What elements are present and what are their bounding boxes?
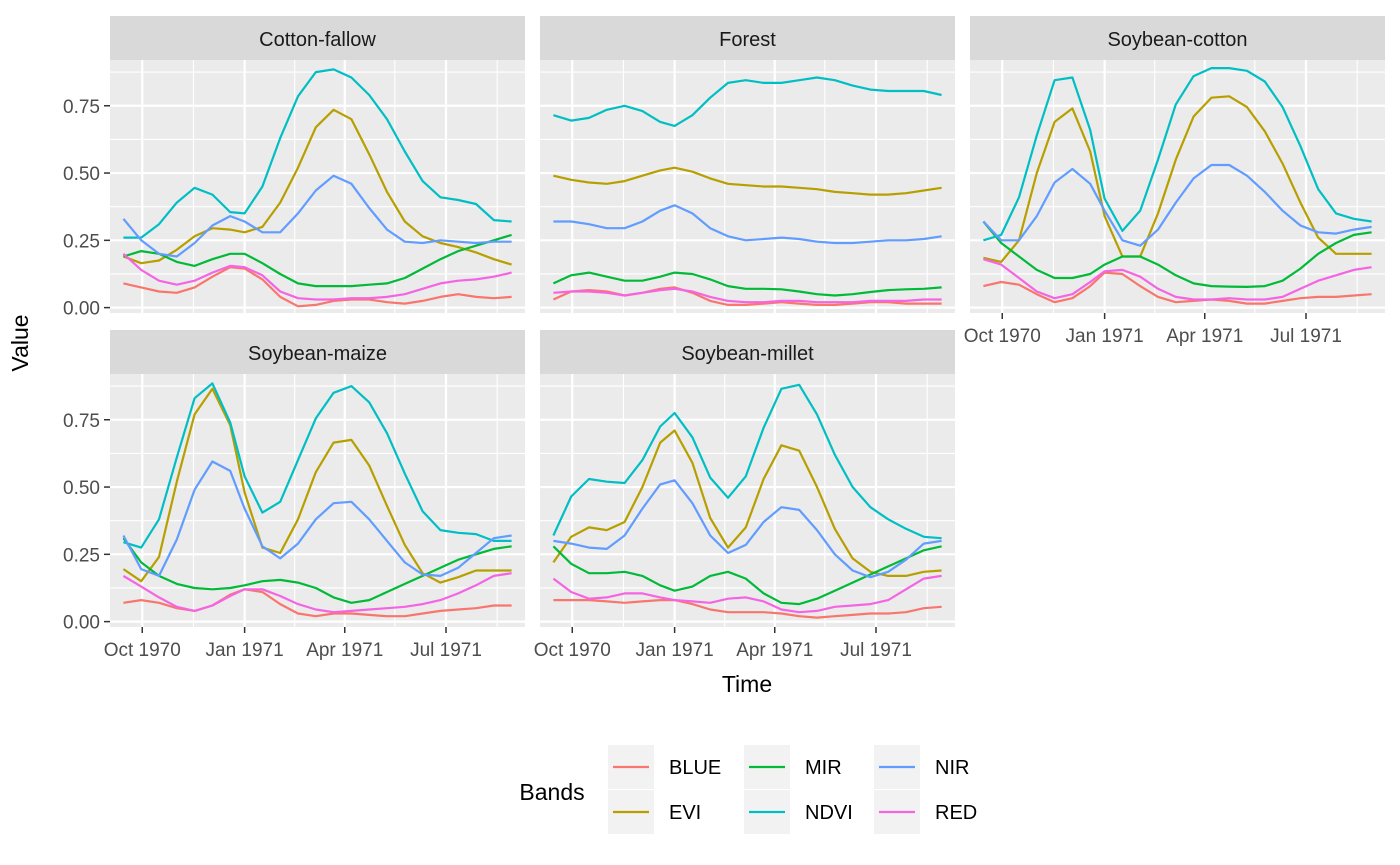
facet-title: Soybean-maize bbox=[248, 343, 387, 365]
series-line-red bbox=[553, 287, 942, 304]
panel-background bbox=[110, 60, 525, 313]
facet-panel: Soybean-maize 0.00 0.25 0.50 0.75 Oct 1970 Jan… bbox=[63, 330, 525, 661]
series-line-ndvi bbox=[123, 68, 512, 239]
series-line-evi bbox=[123, 108, 512, 266]
legend-label: NDVI bbox=[805, 802, 853, 824]
x-tick-label: Jan 1971 bbox=[206, 640, 284, 661]
series-line-nir bbox=[553, 204, 942, 245]
y-axis-title: Value bbox=[7, 314, 33, 371]
x-tick-label: Oct 1970 bbox=[104, 640, 181, 661]
series-line-evi bbox=[983, 95, 1372, 263]
y-tick-label: 0.75 bbox=[63, 97, 100, 118]
series-line-red bbox=[983, 258, 1372, 301]
series-line-blue bbox=[553, 598, 942, 619]
series-line-red bbox=[552, 574, 942, 614]
facet-strip bbox=[970, 16, 1385, 60]
y-tick-label: 0.25 bbox=[63, 545, 100, 566]
series-line-blue bbox=[123, 266, 512, 308]
x-tick-label: Jul 1971 bbox=[840, 640, 912, 661]
series-line-ndvi bbox=[553, 76, 942, 128]
x-tick-label: Jul 1971 bbox=[1270, 326, 1342, 347]
facet-title: Soybean-millet bbox=[681, 343, 814, 365]
facet-panel: Soybean-cotton Oct 1970 Jan 1971 Apr 1971 Ju… bbox=[964, 16, 1385, 347]
legend-label: EVI bbox=[669, 802, 701, 824]
legend-label: BLUE bbox=[669, 757, 721, 779]
x-tick-label: Jan 1971 bbox=[636, 640, 714, 661]
legend: Bands BLUE EVI MIR NDVI NIR RED bbox=[519, 745, 977, 834]
series-line-evi bbox=[122, 387, 512, 584]
x-tick-label: Jul 1971 bbox=[410, 640, 482, 661]
x-tick-label: Apr 1971 bbox=[1166, 326, 1243, 347]
series-line-nir bbox=[122, 460, 512, 578]
facet-title: Cotton-fallow bbox=[259, 29, 376, 51]
facet-title: Forest bbox=[719, 29, 776, 51]
series-line-evi bbox=[553, 166, 942, 196]
x-tick-label: Oct 1970 bbox=[964, 326, 1041, 347]
series-line-mir bbox=[982, 220, 1372, 288]
panel-background bbox=[540, 374, 955, 627]
series-line-nir bbox=[122, 174, 512, 258]
series-line-nir bbox=[982, 163, 1372, 247]
legend-label: RED bbox=[935, 802, 977, 824]
series-line-red bbox=[122, 252, 512, 301]
series-line-ndvi bbox=[552, 383, 942, 540]
x-tick-label: Oct 1970 bbox=[534, 640, 611, 661]
facet-title: Soybean-cotton bbox=[1107, 29, 1247, 51]
series-line-mir bbox=[123, 233, 512, 288]
facet-panel: Cotton-fallow 0.00 0.25 0.50 0.75 bbox=[63, 16, 525, 320]
series-line-red bbox=[122, 572, 512, 614]
panel-background bbox=[540, 60, 955, 313]
facet-panel: Soybean-millet Oct 1970 Jan 1971 Apr 1971 Ju… bbox=[534, 330, 955, 661]
x-tick-label: Apr 1971 bbox=[736, 640, 813, 661]
x-axis-title: Time bbox=[722, 671, 772, 697]
series-line-mir bbox=[552, 271, 942, 297]
y-tick-label: 0.50 bbox=[63, 164, 100, 185]
series-line-mir bbox=[122, 537, 512, 604]
legend-label: NIR bbox=[935, 757, 969, 779]
y-tick-label: 0.00 bbox=[63, 613, 100, 634]
y-tick-label: 0.00 bbox=[63, 299, 100, 320]
series-line-ndvi bbox=[123, 382, 512, 549]
facet-strip bbox=[540, 16, 955, 60]
x-tick-label: Jan 1971 bbox=[1066, 326, 1144, 347]
legend-title: Bands bbox=[519, 779, 584, 805]
legend-label: MIR bbox=[805, 757, 842, 779]
facet-panels: Cotton-fallow 0.00 0.25 0.50 0.75 Forest Soybe… bbox=[63, 16, 1385, 661]
x-tick-label: Apr 1971 bbox=[306, 640, 383, 661]
series-line-nir bbox=[553, 479, 942, 579]
series-line-evi bbox=[552, 429, 942, 578]
facet-strip bbox=[110, 330, 525, 374]
facet-panel: Forest bbox=[540, 16, 955, 313]
facet-strip bbox=[110, 16, 525, 60]
y-tick-label: 0.50 bbox=[63, 478, 100, 499]
series-line-mir bbox=[552, 545, 942, 606]
y-tick-label: 0.75 bbox=[63, 411, 100, 432]
facet-strip bbox=[540, 330, 955, 374]
series-line-ndvi bbox=[983, 66, 1372, 242]
series-line-blue bbox=[983, 271, 1372, 305]
y-tick-label: 0.25 bbox=[63, 231, 100, 252]
